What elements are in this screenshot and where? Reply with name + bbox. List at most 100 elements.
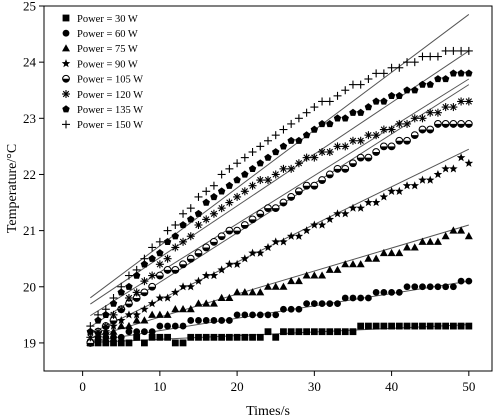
data-point [202, 198, 210, 206]
data-point [287, 136, 295, 144]
data-point [356, 203, 365, 212]
data-point [163, 310, 172, 318]
data-point [117, 282, 126, 291]
data-point [264, 328, 272, 336]
data-point [202, 299, 211, 307]
data-point [202, 333, 210, 341]
data-point [279, 282, 288, 290]
data-point [302, 153, 311, 162]
data-point [449, 164, 458, 173]
data-point [325, 148, 334, 156]
data-point [256, 176, 265, 185]
data-point [464, 97, 473, 106]
data-point [364, 153, 373, 162]
data-point [441, 120, 450, 128]
data-point [148, 310, 157, 318]
data-point [179, 260, 187, 269]
data-point [403, 136, 411, 145]
data-point [348, 136, 357, 145]
data-point [380, 97, 388, 105]
data-point [426, 52, 435, 61]
data-point [418, 80, 427, 88]
data-point [433, 108, 442, 117]
data-point [449, 103, 458, 112]
data-point [349, 108, 357, 116]
data-point [140, 277, 149, 286]
axis-ticks: 0 10 20 30 40 50 19 20 21 22 23 24 25 [23, 0, 475, 394]
data-point [271, 204, 280, 213]
data-point [372, 322, 380, 330]
data-point [302, 226, 311, 235]
data-point [271, 282, 280, 290]
data-point [441, 103, 450, 112]
data-point [356, 80, 365, 89]
data-point [110, 339, 117, 347]
data-point [418, 175, 427, 184]
data-point [433, 52, 442, 61]
data-point [164, 322, 171, 330]
data-point [280, 305, 287, 313]
data-point [294, 276, 303, 285]
data-point [140, 288, 149, 297]
data-point [133, 328, 141, 336]
y-tick-label: 21 [23, 223, 36, 238]
data-point [348, 203, 358, 212]
data-point [171, 305, 180, 313]
data-point [171, 339, 179, 347]
legend-label: Power = 105 W [77, 75, 143, 86]
data-point [102, 310, 110, 318]
data-point [109, 327, 118, 335]
data-point [287, 164, 296, 173]
data-point [457, 97, 466, 106]
data-point [202, 187, 211, 196]
legend-marker [62, 120, 70, 129]
data-point [109, 310, 118, 319]
data-point [86, 322, 95, 331]
data-point [302, 108, 311, 117]
data-point [341, 260, 350, 268]
data-point [117, 288, 125, 296]
data-point [464, 120, 473, 128]
data-point [256, 142, 265, 151]
data-point [388, 288, 395, 296]
legend-label: Power = 135 W [77, 105, 143, 116]
data-point [132, 271, 141, 279]
data-point [318, 300, 326, 308]
data-point [171, 243, 180, 252]
data-point [379, 142, 388, 151]
data-point [140, 260, 149, 268]
data-point [179, 339, 187, 347]
legend-item: Power = 75 W [62, 44, 138, 55]
data-point [272, 333, 280, 341]
data-point [341, 86, 350, 95]
data-point [425, 175, 435, 184]
data-point [93, 332, 103, 341]
data-point [387, 142, 396, 151]
data-point [457, 69, 465, 77]
data-point [124, 310, 134, 319]
y-tick-label: 19 [23, 335, 36, 350]
data-point [256, 248, 265, 257]
data-point [187, 317, 195, 324]
data-point [365, 294, 372, 302]
data-point [388, 322, 395, 330]
data-point [155, 293, 165, 302]
data-point [303, 300, 311, 308]
data-point [171, 322, 179, 330]
data-point [164, 333, 171, 341]
data-point [318, 271, 327, 279]
legend-item: Power = 150 W [62, 120, 143, 131]
data-point [372, 69, 381, 78]
data-point [441, 164, 450, 173]
data-point [340, 209, 350, 218]
data-point [410, 181, 420, 190]
series-1-points [86, 322, 473, 347]
data-point [341, 164, 350, 173]
data-point [94, 310, 103, 319]
data-point [410, 131, 419, 140]
data-point [364, 198, 373, 207]
data-point [341, 294, 349, 302]
data-point [333, 209, 342, 218]
data-point [325, 214, 335, 224]
data-point [109, 321, 118, 330]
